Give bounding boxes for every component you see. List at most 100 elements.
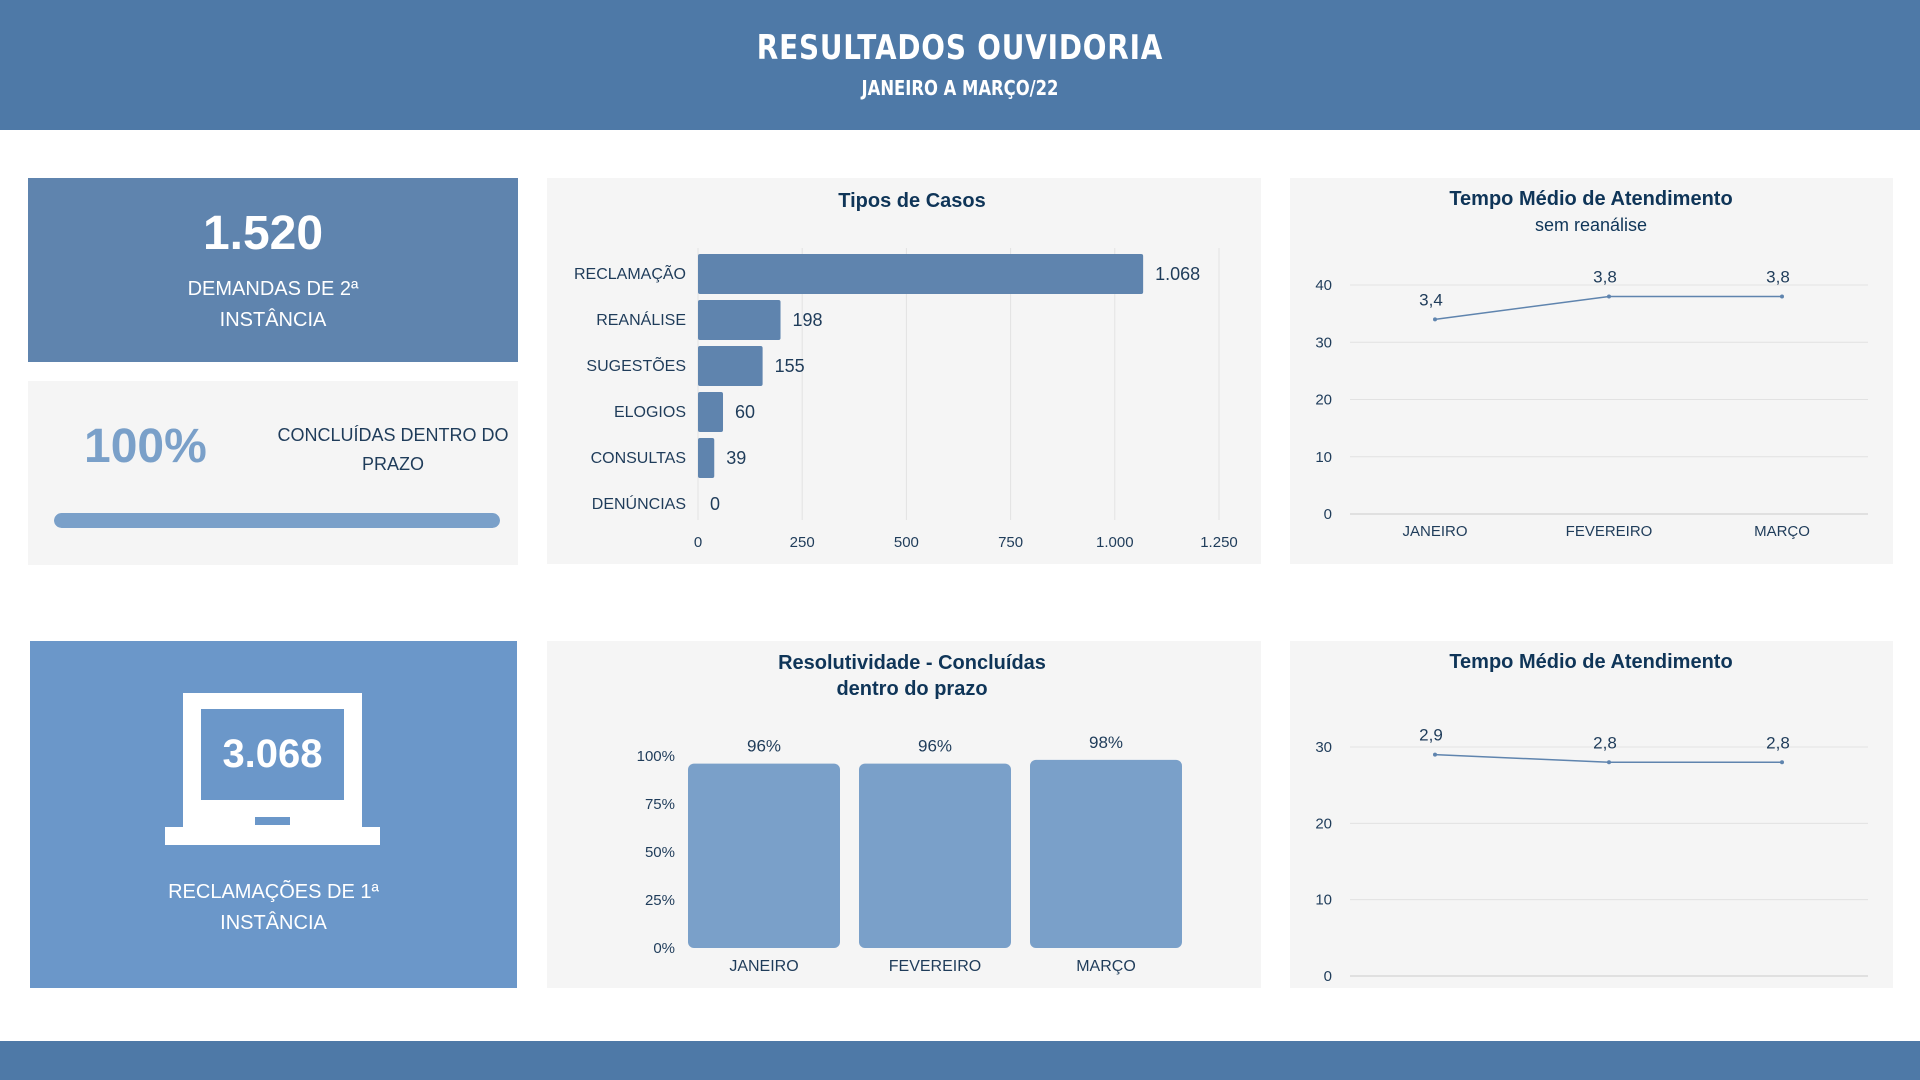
- kpi-prazo-progress-track: [54, 513, 500, 528]
- x-category-label: FEVEREIRO: [1566, 523, 1653, 540]
- bar-value-label: 39: [726, 448, 746, 468]
- laptop-screen: 3.068: [201, 709, 344, 800]
- laptop-slot: [255, 817, 290, 825]
- data-point: [1780, 294, 1784, 299]
- bar: [698, 346, 763, 386]
- x-category-label: MARÇO: [1076, 958, 1136, 975]
- x-category-label: JANEIRO: [729, 958, 798, 975]
- kpi-demandas-value: 1.520: [202, 207, 324, 260]
- kpi-demandas-label-line1: DEMANDAS DE 2ª: [187, 278, 359, 300]
- chart-tempo-medio-sem-reanalise: Tempo Médio de Atendimento sem reanálise 0…: [1290, 178, 1893, 564]
- y-category-label: CONSULTAS: [591, 450, 686, 467]
- data-label: 3,4: [1419, 290, 1443, 309]
- kpi-reclamacoes-label-line1: RECLAMAÇÕES DE 1ª: [168, 881, 379, 903]
- bar-value-label: 155: [775, 356, 805, 376]
- chart-tempo-medio-svg: Tempo Médio de Atendimento 0 10 20 30 2,9 JANE…: [1315, 651, 1868, 988]
- bar: [1030, 759, 1182, 948]
- data-point: [1607, 294, 1611, 299]
- data-label: 2,9: [1419, 726, 1443, 745]
- bar-value-label: 1.068: [1155, 264, 1200, 284]
- bar-value-label: 96%: [918, 737, 952, 756]
- data-point: [1607, 760, 1611, 765]
- chart-title-line1: Resolutividade - Concluídas: [778, 652, 1046, 674]
- x-category-label: JANEIRO: [1402, 985, 1467, 988]
- chart-tipos-de-casos: Tipos de Casos 0 250 500 750 1.000 1.250 RECLAM…: [547, 178, 1261, 564]
- chart-subtitle: sem reanálise: [1535, 215, 1647, 235]
- y-tick-label: 30: [1315, 334, 1332, 351]
- x-category-label: MARÇO: [1754, 985, 1810, 988]
- data-label: 2,8: [1593, 733, 1617, 752]
- laptop-base: [165, 827, 380, 845]
- y-tick-label: 10: [1315, 449, 1332, 466]
- kpi-prazo-label-line2: PRAZO: [361, 454, 424, 474]
- y-tick-label: 0%: [653, 940, 675, 957]
- y-tick-label: 20: [1315, 392, 1332, 409]
- x-category-label: FEVEREIRO: [1566, 985, 1653, 988]
- bar-value-label: 198: [793, 310, 823, 330]
- chart-tipos-de-casos-svg: Tipos de Casos 0 250 500 750 1.000 1.250 RECLAM…: [574, 190, 1238, 551]
- data-point: [1433, 317, 1437, 322]
- kpi-reclamacoes-value: 3.068: [222, 732, 323, 776]
- data-point: [1780, 760, 1784, 765]
- y-tick-label: 50%: [645, 844, 675, 861]
- kpi-prazo-value: 100%: [84, 420, 207, 473]
- y-category-label: SUGESTÕES: [586, 355, 686, 375]
- data-label: 3,8: [1766, 267, 1790, 286]
- y-tick-label: 30: [1315, 739, 1332, 756]
- data-label: 3,8: [1593, 267, 1617, 286]
- data-label: 2,8: [1766, 733, 1790, 752]
- y-tick-label: 20: [1315, 815, 1332, 832]
- x-tick-label: 1.000: [1096, 534, 1134, 551]
- bar: [688, 763, 840, 948]
- x-tick-label: 500: [894, 534, 919, 551]
- kpi-prazo-progress-fill: [54, 513, 500, 528]
- chart-title: Tempo Médio de Atendimento: [1449, 651, 1732, 673]
- page-subtitle: JANEIRO A MARÇO/22: [861, 76, 1059, 100]
- y-category-label: RECLAMAÇÃO: [574, 263, 686, 283]
- y-tick-label: 0: [1324, 968, 1332, 985]
- chart-resolutividade-svg: Resolutividade - Concluídas dentro do pra…: [637, 652, 1182, 975]
- kpi-prazo-card: 100% CONCLUÍDAS DENTRO DO PRAZO: [28, 381, 518, 565]
- x-tick-label: 0: [694, 534, 702, 551]
- x-category-label: MARÇO: [1754, 523, 1810, 540]
- bar: [859, 763, 1011, 948]
- data-point: [1433, 752, 1437, 757]
- kpi-demandas-label-line2: INSTÂNCIA: [219, 309, 327, 331]
- y-tick-label: 0: [1324, 506, 1332, 523]
- y-tick-label: 40: [1315, 277, 1332, 294]
- kpi-prazo-label: CONCLUÍDAS DENTRO DO PRAZO: [253, 421, 533, 479]
- y-tick-label: 75%: [645, 796, 675, 813]
- y-tick-label: 25%: [645, 892, 675, 909]
- bar: [698, 438, 715, 478]
- x-tick-label: 1.250: [1200, 534, 1238, 551]
- series-line: [1434, 295, 1782, 321]
- chart-title: Tempo Médio de Atendimento: [1449, 188, 1732, 210]
- bar-value-label: 0: [710, 494, 720, 514]
- y-category-label: ELOGIOS: [614, 404, 686, 421]
- y-category-label: DENÚNCIAS: [592, 494, 686, 513]
- chart-tempo-medio: Tempo Médio de Atendimento 0 10 20 30 2,9 JANE…: [1290, 641, 1893, 988]
- kpi-reclamacoes-card: 3.068 RECLAMAÇÕES DE 1ª INSTÂNCIA: [30, 641, 517, 988]
- bar: [698, 300, 781, 340]
- bar: [698, 392, 724, 432]
- x-category-label: FEVEREIRO: [889, 958, 981, 975]
- x-tick-label: 750: [998, 534, 1023, 551]
- page-title: RESULTADOS OUVIDORIA: [756, 28, 1164, 68]
- bar: [698, 254, 1144, 294]
- bar-value-label: 60: [735, 402, 755, 422]
- y-tick-label: 10: [1315, 892, 1332, 909]
- kpi-reclamacoes-label-line2: INSTÂNCIA: [220, 912, 327, 934]
- chart-tempo-medio-sem-reanalise-svg: Tempo Médio de Atendimento sem reanálise 0…: [1315, 188, 1868, 540]
- x-category-label: JANEIRO: [1402, 523, 1467, 540]
- chart-title: Tipos de Casos: [838, 190, 985, 212]
- bar-value-label: 98%: [1089, 733, 1123, 752]
- kpi-reclamacoes-label: RECLAMAÇÕES DE 1ª INSTÂNCIA: [30, 877, 517, 939]
- kpi-demandas-card: 1.520 DEMANDAS DE 2ª INSTÂNCIA: [28, 178, 518, 362]
- header-banner: RESULTADOS OUVIDORIA JANEIRO A MARÇO/22: [0, 0, 1920, 130]
- kpi-prazo-label-line1: CONCLUÍDAS DENTRO DO: [277, 425, 509, 445]
- x-tick-label: 250: [790, 534, 815, 551]
- footer-bar: [0, 1041, 1920, 1080]
- bar-value-label: 96%: [747, 737, 781, 756]
- kpi-demandas-label: DEMANDAS DE 2ª INSTÂNCIA: [28, 274, 518, 336]
- y-category-label: REANÁLISE: [596, 310, 686, 329]
